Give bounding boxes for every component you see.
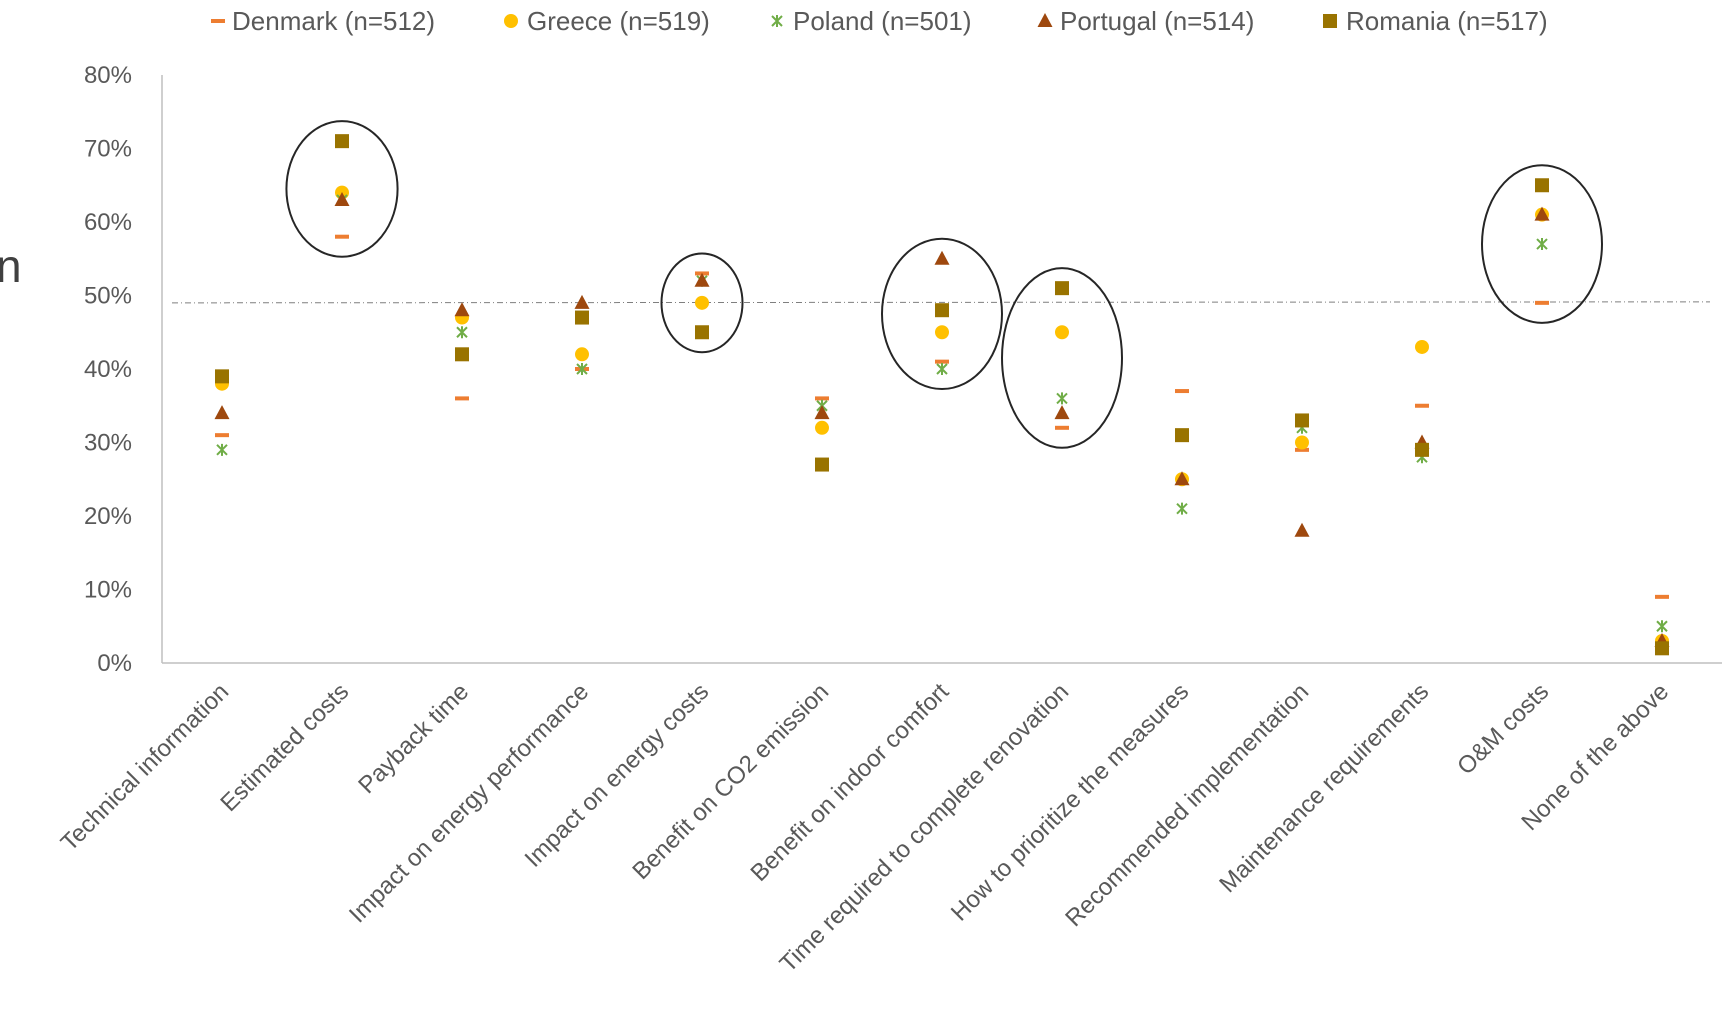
y-tick-label: 0% [97, 650, 132, 677]
point-portugal [454, 302, 470, 317]
point-portugal [1534, 206, 1550, 221]
point-romania [1655, 641, 1669, 656]
point-poland [1176, 502, 1188, 515]
point-denmark [1415, 403, 1429, 408]
point-denmark [815, 396, 829, 401]
x-tick-label: Benefit on indoor comfort [746, 678, 955, 887]
point-denmark [935, 359, 949, 364]
y-tick-label: 50% [84, 283, 132, 310]
point-romania [455, 347, 469, 362]
point-romania [1535, 178, 1549, 193]
point-romania [815, 457, 829, 472]
y-tick-label: 40% [84, 356, 132, 383]
point-portugal [334, 191, 350, 206]
point-romania [1295, 413, 1309, 428]
point-portugal [1294, 522, 1310, 537]
x-tick-label: Estimated costs [215, 678, 354, 817]
y-tick-label: 30% [84, 430, 132, 457]
point-portugal [934, 250, 950, 265]
x-tick-label: How to prioritize the measures [946, 678, 1194, 926]
point-poland [1056, 392, 1068, 405]
point-greece [935, 325, 949, 340]
legend-label: Portugal (n=514) [1060, 6, 1254, 36]
point-portugal [574, 294, 590, 309]
point-poland [1656, 620, 1668, 633]
point-romania [935, 303, 949, 318]
legend-label: Poland (n=501) [793, 6, 972, 36]
point-romania [575, 310, 589, 325]
reference-line [171, 301, 1711, 304]
x-tick-label: Benefit on CO2 emission [627, 678, 834, 885]
point-romania [1175, 428, 1189, 443]
highlight-circles [285, 120, 1603, 449]
highlight-circle [1481, 164, 1603, 324]
legend-label: Greece (n=519) [527, 6, 710, 36]
highlight-circle [285, 120, 399, 258]
point-portugal [814, 405, 830, 420]
point-denmark [1055, 425, 1069, 430]
legend: Denmark (n=512) Greece (n=519) Poland (n=5… [211, 6, 1548, 36]
axes: 0% 10% 20% 30% 40% 50% 60% 70% 80% Technical info… [56, 62, 1722, 978]
highlight-circle [881, 237, 1003, 390]
highlight-circle [1001, 267, 1123, 449]
y-tick-label: 20% [84, 503, 132, 530]
point-poland [936, 363, 948, 375]
point-poland [216, 443, 228, 456]
point-greece [1415, 339, 1429, 354]
x-tick-label: Maintenance requirements [1214, 678, 1434, 898]
point-greece [1055, 325, 1069, 340]
y-tick-label: 70% [84, 136, 132, 163]
reference-line-group [171, 301, 1711, 304]
cropped-side-text: n [0, 240, 22, 292]
legend-label: Denmark (n=512) [232, 6, 435, 36]
legend-marker [504, 14, 518, 28]
point-denmark [335, 234, 349, 239]
point-romania [215, 369, 229, 384]
point-romania [1055, 281, 1069, 296]
point-romania [1415, 442, 1429, 457]
point-portugal [1054, 405, 1070, 420]
point-denmark [1535, 300, 1549, 305]
point-portugal [694, 272, 710, 287]
point-greece [575, 347, 589, 362]
highlight-circle [660, 252, 744, 354]
point-poland [1536, 238, 1548, 251]
x-tick-label: O&M costs [1452, 678, 1554, 780]
legend-marker [771, 15, 783, 27]
x-tick-label: Payback time [353, 678, 474, 799]
point-greece [815, 420, 829, 435]
x-tick-label: Impact on energy performance [344, 678, 594, 928]
point-denmark [215, 433, 229, 438]
point-greece [1295, 435, 1309, 450]
x-tick-label: Technical information [56, 678, 235, 857]
point-poland [576, 363, 588, 375]
point-poland [456, 326, 468, 339]
data-points [214, 134, 1670, 656]
point-denmark [1295, 447, 1309, 452]
legend-marker [211, 19, 225, 23]
point-denmark [1655, 594, 1669, 599]
point-denmark [455, 396, 469, 401]
point-portugal [214, 405, 230, 420]
legend-label: Romania (n=517) [1346, 6, 1548, 36]
y-tick-label: 80% [84, 62, 132, 89]
x-tick-label: Recommended implementation [1060, 678, 1314, 932]
legend-marker [1323, 14, 1337, 28]
point-greece [695, 295, 709, 310]
point-romania [695, 325, 709, 340]
y-tick-label: 10% [84, 577, 132, 604]
legend-marker [1037, 13, 1053, 27]
point-romania [335, 134, 349, 149]
point-portugal [1174, 471, 1190, 486]
point-denmark [1175, 389, 1189, 394]
y-tick-label: 60% [84, 209, 132, 236]
